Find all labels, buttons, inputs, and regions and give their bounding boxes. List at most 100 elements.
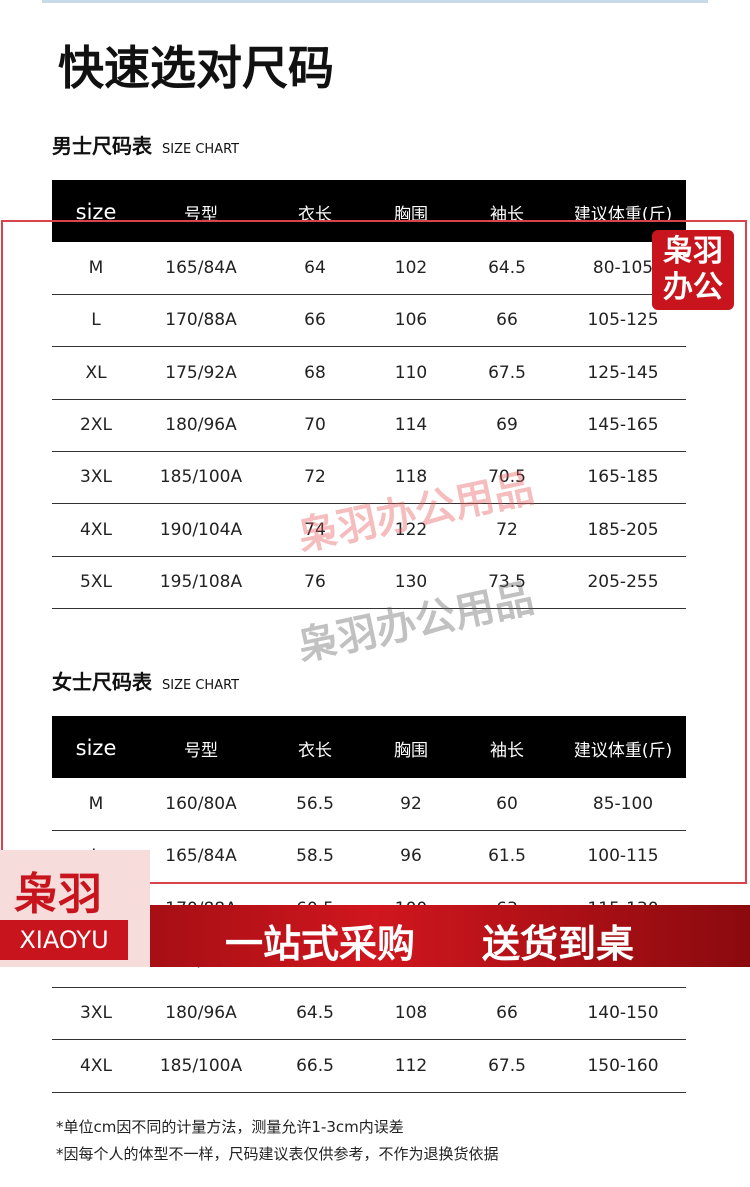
table-cell: 76 <box>304 571 326 592</box>
table-cell: 114 <box>394 414 428 435</box>
table-cell: 105-125 <box>587 310 659 331</box>
table-cell: 92 <box>400 794 422 814</box>
table-cell: 118 <box>394 467 428 488</box>
table-cell: 190/104A <box>159 519 243 540</box>
table-cell: 195/108A <box>159 571 243 592</box>
row-divider <box>52 346 686 348</box>
table-cell: 64.5 <box>296 1003 334 1024</box>
table-cell: M <box>88 258 104 278</box>
row-divider <box>52 555 686 557</box>
row-divider <box>52 398 686 400</box>
logo-name: 枭羽 <box>14 869 102 920</box>
table-cell: 74 <box>304 519 326 540</box>
table-cell: 175/92A <box>165 362 237 383</box>
table-cell: 66 <box>496 310 518 331</box>
row-divider <box>52 503 686 505</box>
table-cell: 64.5 <box>488 258 526 278</box>
table-cell: 56.5 <box>296 794 334 814</box>
table-header <box>52 180 686 242</box>
table-cell: 64 <box>304 258 326 278</box>
table-cell: 68 <box>304 362 326 383</box>
table-cell: 180/96A <box>165 1003 237 1024</box>
table-cell: L <box>91 310 101 331</box>
table-cell: 96 <box>400 846 422 867</box>
table-cell: 165/84A <box>165 846 237 867</box>
table-cell: 140-150 <box>587 1003 659 1024</box>
row-divider <box>52 830 686 831</box>
table-cell: 110 <box>394 362 428 383</box>
table-cell: 112 <box>394 1055 428 1076</box>
table-cell: 2XL <box>80 414 112 435</box>
row-divider <box>52 1091 686 1093</box>
banner-text: 送货到桌 <box>482 922 635 966</box>
table-cell: 80-105 <box>592 258 654 278</box>
table-cell: 3XL <box>80 1003 112 1024</box>
column-header: size <box>75 736 117 760</box>
row-divider <box>52 294 686 295</box>
table-cell: 165/84A <box>165 258 237 278</box>
table-cell: 185/100A <box>159 467 243 488</box>
table-cell: 165-185 <box>587 467 659 488</box>
table-cell: M <box>88 794 104 814</box>
table-cell: 85-100 <box>592 794 654 814</box>
table-cell: 72 <box>304 467 326 488</box>
note: *因每个人的体型不一样，尺码建议表仅供参考，不作为退换货依据 <box>56 1145 499 1163</box>
row-divider <box>52 607 686 609</box>
table-cell: 58.5 <box>296 846 334 867</box>
row-divider <box>52 1039 686 1041</box>
column-header: 胸围 <box>394 741 428 761</box>
table-cell: 106 <box>394 310 428 331</box>
table-cell: 61.5 <box>488 846 526 867</box>
note: *单位cm因不同的计量方法，测量允许1-3cm内误差 <box>56 1118 404 1136</box>
section-subheading: SIZE CHART <box>162 678 240 693</box>
table-cell: 5XL <box>80 571 112 592</box>
table-cell: 66.5 <box>296 1055 334 1076</box>
row-divider <box>52 450 686 452</box>
logo: 枭羽 XIAOYU <box>0 850 150 967</box>
table-cell: 125-145 <box>587 362 659 383</box>
stamp-text: 枭羽 <box>663 234 723 269</box>
section-subheading: SIZE CHART <box>162 142 240 157</box>
table-cell: 205-255 <box>587 571 659 592</box>
table-cell: 145-165 <box>587 414 659 435</box>
table-cell: 70.5 <box>488 467 526 488</box>
table-cell: 102 <box>394 258 428 278</box>
table-cell: 4XL <box>80 1055 112 1076</box>
page-title: 快速选对尺码 <box>58 41 334 95</box>
banner-text: 一站式采购 <box>225 922 416 966</box>
column-header: 袖长 <box>490 741 524 761</box>
table-cell: 150-160 <box>587 1055 659 1076</box>
table-cell: 67.5 <box>488 362 526 383</box>
table-cell: 70 <box>304 414 326 435</box>
table-cell: 4XL <box>80 519 112 540</box>
table-cell: 3XL <box>80 467 112 488</box>
column-header: 建议体重(斤) <box>573 741 673 761</box>
top-strip <box>42 0 708 3</box>
table-cell: 69 <box>496 414 518 435</box>
column-header: 号型 <box>184 741 218 761</box>
table-cell: 185/100A <box>159 1055 243 1076</box>
stamp: 枭羽 办公 <box>652 230 734 310</box>
table-cell: 66 <box>496 1003 518 1024</box>
table-cell: 122 <box>394 519 428 540</box>
row-divider <box>52 986 686 988</box>
logo-latin: XIAOYU <box>0 920 128 960</box>
stamp-text: 办公 <box>663 270 723 305</box>
table-cell: 73.5 <box>488 571 526 592</box>
section-heading: 女士尺码表 SIZE CHART <box>52 670 240 694</box>
table-cell: 108 <box>394 1003 428 1024</box>
table-cell: 170/88A <box>165 310 237 331</box>
table-cell: XL <box>85 362 107 383</box>
table-cell: 72 <box>496 519 518 540</box>
frame <box>1 220 747 884</box>
table-cell: 185-205 <box>587 519 659 540</box>
column-header: 衣长 <box>298 741 332 761</box>
table-cell: 180/96A <box>165 414 237 435</box>
table-cell: 130 <box>394 571 428 592</box>
table-header <box>52 716 686 778</box>
table-cell: 160/80A <box>165 794 237 814</box>
table-cell: 100-115 <box>587 846 659 867</box>
table-cell: 66 <box>304 310 326 331</box>
section-heading: 男士尺码表 SIZE CHART <box>52 134 240 158</box>
